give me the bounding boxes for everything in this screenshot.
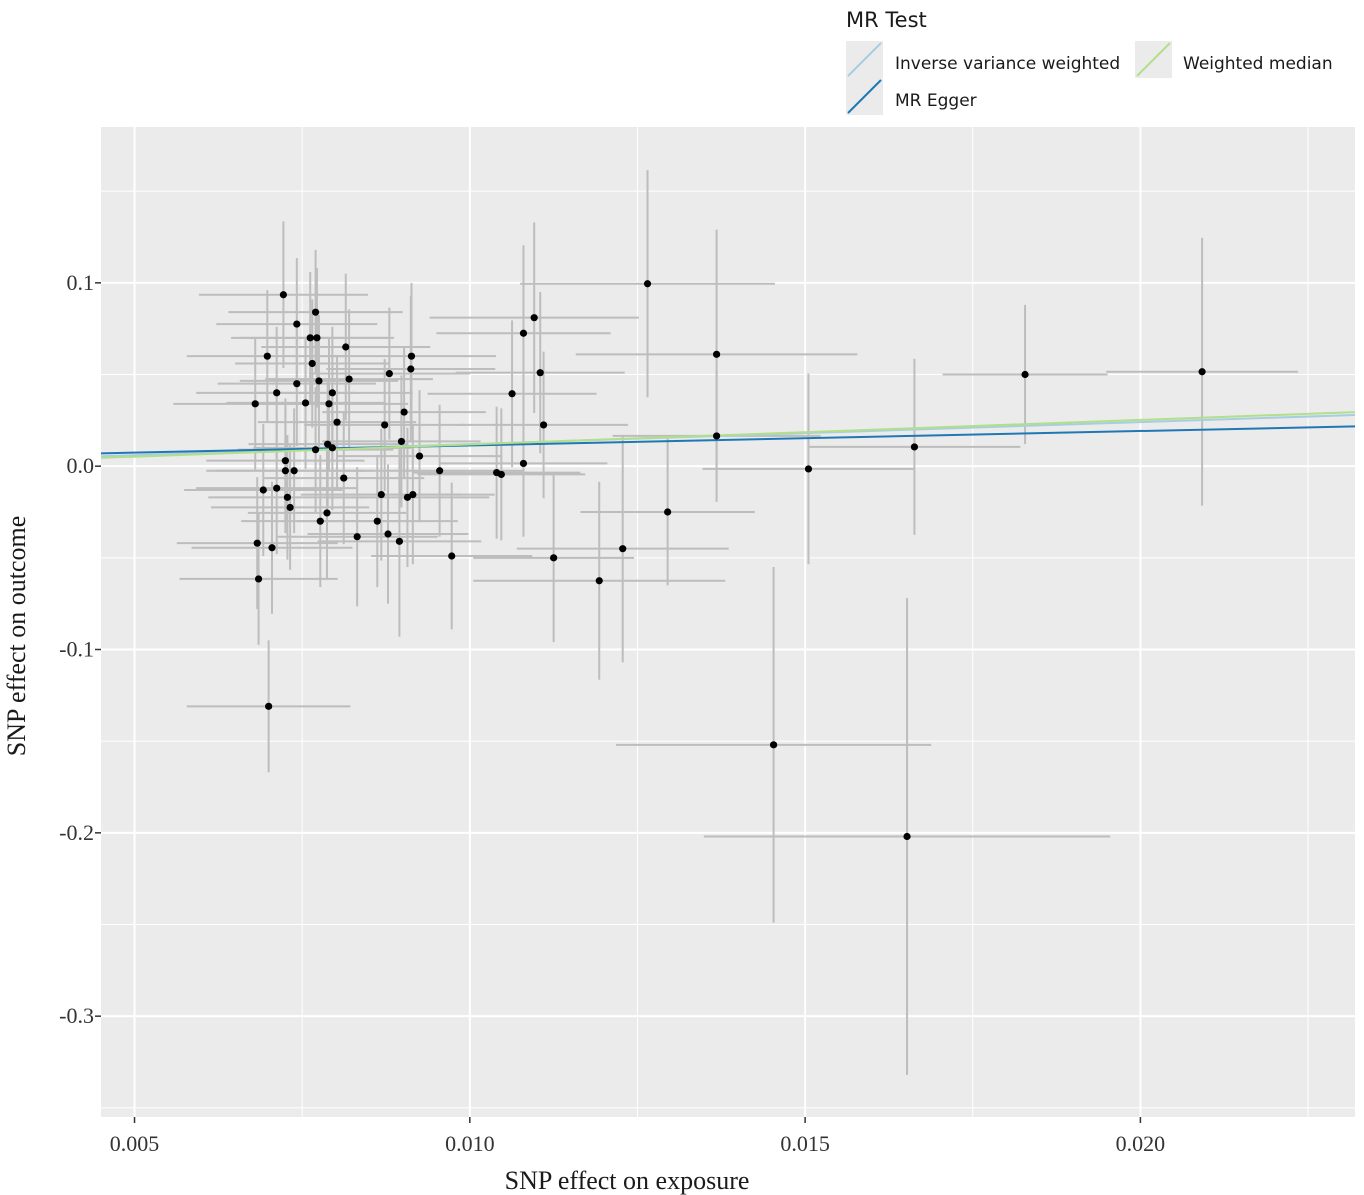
data-point [643, 280, 652, 288]
data-point [268, 544, 276, 552]
data-point [283, 493, 292, 501]
legend-title: MR Test [846, 8, 927, 32]
y-tick-label: -0.3 [59, 1003, 94, 1028]
y-tick-label: -0.1 [59, 637, 94, 662]
x-tick-label: 0.015 [780, 1131, 830, 1156]
data-point [664, 508, 672, 516]
y-axis: 0.1 0.0 -0.1 -0.2 -0.3 [59, 270, 101, 1028]
data-point [290, 467, 298, 475]
data-point [328, 389, 336, 397]
y-tick-label: 0.0 [67, 453, 95, 478]
data-point [279, 291, 287, 299]
data-point [619, 545, 627, 553]
data-point [403, 493, 412, 501]
data-point [281, 467, 290, 475]
data-point [595, 577, 603, 585]
data-point [342, 343, 350, 351]
plot-panel [100, 127, 1356, 1117]
data-point [345, 375, 353, 383]
data-point [910, 443, 919, 451]
data-point [407, 352, 416, 360]
data-point [508, 390, 516, 398]
x-axis-title: SNP effect on exposure [505, 1166, 750, 1195]
data-point [713, 432, 721, 440]
y-axis-title: SNP effect on outcome [2, 516, 31, 756]
legend-key-median-line [1136, 42, 1171, 77]
data-point [550, 554, 558, 562]
data-point [407, 365, 415, 373]
x-tick-label: 0.020 [1116, 1131, 1166, 1156]
data-point [1198, 368, 1206, 376]
data-points [251, 280, 1206, 841]
data-point [373, 517, 381, 525]
data-point [770, 741, 778, 749]
data-point [340, 474, 348, 482]
data-point [253, 539, 261, 547]
data-point [384, 530, 392, 538]
data-point [333, 418, 341, 426]
data-point [293, 380, 301, 388]
data-point [301, 399, 310, 407]
data-point [395, 537, 404, 545]
data-point [259, 486, 267, 494]
data-point [530, 314, 538, 322]
data-point [381, 421, 389, 429]
data-point [519, 329, 528, 337]
data-point [281, 457, 290, 465]
data-point [377, 490, 385, 499]
data-point [251, 400, 259, 408]
y-tick-label: -0.2 [59, 820, 94, 845]
data-point [325, 400, 333, 408]
y-tick-label: 0.1 [67, 270, 95, 295]
legend-label-median: Weighted median [1183, 54, 1333, 74]
data-point [448, 552, 456, 560]
data-point [254, 575, 263, 583]
data-point [1021, 370, 1029, 379]
data-point [536, 369, 544, 377]
data-point [311, 308, 320, 316]
legend: MR Test Inverse variance weighted MR Egg… [846, 8, 1333, 115]
data-point [263, 352, 271, 360]
data-point [273, 389, 281, 397]
data-point [286, 503, 294, 512]
data-point [311, 446, 320, 454]
data-point [519, 459, 528, 468]
x-tick-label: 0.010 [445, 1131, 495, 1156]
mr-line-mr-egger [100, 425, 1356, 455]
data-point [328, 444, 336, 452]
data-point [415, 452, 424, 460]
legend-label-egger: MR Egger [895, 91, 977, 111]
data-point [273, 484, 281, 492]
legend-key-egger-line [847, 79, 882, 114]
data-point [804, 465, 813, 473]
data-point [315, 377, 323, 385]
data-point [308, 359, 316, 368]
data-point [265, 702, 273, 710]
data-point [353, 533, 361, 541]
x-tick-label: 0.005 [110, 1131, 160, 1156]
data-point [306, 334, 314, 342]
data-point [385, 369, 393, 378]
data-point [400, 408, 408, 416]
data-point [316, 517, 324, 525]
data-point [397, 437, 406, 446]
data-point [409, 490, 417, 499]
data-point [313, 334, 321, 342]
mr-lines [100, 411, 1356, 459]
data-point [713, 350, 721, 358]
data-point [903, 832, 911, 841]
mr-line-weighted-median [100, 411, 1356, 459]
legend-label-ivw: Inverse variance weighted [895, 54, 1120, 74]
data-point [497, 470, 505, 479]
data-point [436, 467, 444, 475]
legend-key-ivw-line [847, 42, 882, 77]
data-point [293, 320, 301, 328]
panel-background [101, 127, 1355, 1117]
data-point [323, 509, 331, 517]
data-point [539, 421, 548, 429]
x-axis: 0.005 0.010 0.015 0.020 [110, 1117, 1165, 1156]
